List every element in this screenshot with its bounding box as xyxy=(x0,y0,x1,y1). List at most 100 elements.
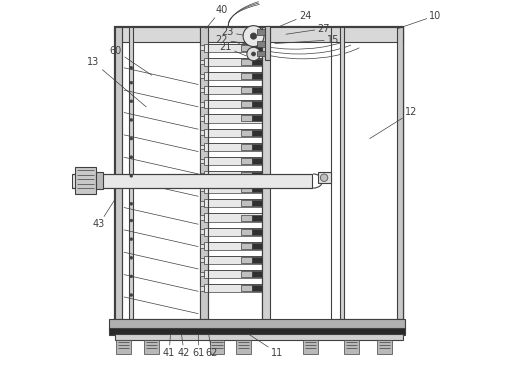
Bar xyxy=(204,185,262,193)
Bar xyxy=(204,256,262,264)
Bar xyxy=(204,129,262,137)
Bar xyxy=(252,87,262,93)
Bar xyxy=(200,144,204,149)
Bar xyxy=(200,27,208,319)
Circle shape xyxy=(247,47,260,61)
Bar xyxy=(204,284,262,292)
Bar xyxy=(200,286,204,291)
Bar xyxy=(241,271,252,277)
Circle shape xyxy=(130,237,133,240)
Bar xyxy=(241,130,252,136)
Bar xyxy=(144,340,159,354)
Bar xyxy=(241,116,252,122)
Bar xyxy=(209,340,224,354)
Bar xyxy=(331,27,404,319)
Bar xyxy=(241,215,252,221)
Text: 62: 62 xyxy=(206,335,218,358)
Bar xyxy=(252,101,262,107)
Bar xyxy=(72,174,312,188)
Bar xyxy=(204,157,262,165)
Circle shape xyxy=(250,33,256,39)
Bar xyxy=(397,27,404,319)
Bar xyxy=(200,159,204,163)
Circle shape xyxy=(130,202,133,205)
Bar xyxy=(241,144,252,150)
Bar xyxy=(109,319,405,329)
Bar xyxy=(252,116,262,122)
Bar xyxy=(241,200,252,206)
Bar xyxy=(204,228,262,236)
Bar xyxy=(200,258,204,262)
Bar xyxy=(241,45,252,50)
Bar xyxy=(200,173,204,177)
Bar xyxy=(241,285,252,291)
Text: 24: 24 xyxy=(280,10,311,26)
Bar xyxy=(241,158,252,164)
Bar xyxy=(252,59,262,65)
Text: 11: 11 xyxy=(249,334,283,358)
Circle shape xyxy=(130,156,133,159)
Bar xyxy=(241,243,252,249)
Circle shape xyxy=(130,100,133,103)
Bar xyxy=(122,27,200,319)
Bar xyxy=(204,214,262,222)
Bar xyxy=(200,272,204,276)
Bar xyxy=(200,74,204,78)
Text: 12: 12 xyxy=(370,107,417,138)
Bar xyxy=(252,73,262,79)
Bar xyxy=(200,131,204,135)
Text: 42: 42 xyxy=(178,335,190,358)
Bar xyxy=(200,116,204,121)
Bar xyxy=(109,328,405,335)
Bar xyxy=(200,88,204,92)
Bar xyxy=(303,340,318,354)
Bar xyxy=(241,59,252,65)
Bar xyxy=(252,45,262,50)
Text: 15: 15 xyxy=(275,35,340,45)
Circle shape xyxy=(320,174,328,181)
Bar xyxy=(252,215,262,221)
Bar xyxy=(252,200,262,206)
Bar xyxy=(200,187,204,191)
Bar xyxy=(241,101,252,107)
Circle shape xyxy=(130,294,133,297)
Bar xyxy=(200,243,204,248)
Bar xyxy=(377,340,392,354)
Bar xyxy=(204,43,262,52)
Bar xyxy=(200,45,204,50)
Bar xyxy=(115,27,404,323)
Bar xyxy=(241,229,252,235)
Bar xyxy=(204,171,262,179)
Text: 10: 10 xyxy=(398,10,442,29)
Bar xyxy=(204,142,262,151)
Bar xyxy=(252,186,262,192)
Bar xyxy=(256,29,265,35)
Text: 43: 43 xyxy=(93,200,115,229)
Bar xyxy=(252,257,262,263)
Bar xyxy=(204,86,262,94)
Bar xyxy=(262,27,270,332)
Circle shape xyxy=(130,256,133,259)
Bar xyxy=(344,340,359,354)
Bar xyxy=(252,229,262,235)
Bar xyxy=(200,59,204,64)
Bar xyxy=(115,27,404,42)
Bar xyxy=(200,102,204,107)
Text: 13: 13 xyxy=(87,57,146,107)
Bar xyxy=(204,270,262,278)
Bar xyxy=(262,27,269,319)
Bar xyxy=(204,114,262,123)
Bar xyxy=(204,242,262,250)
Circle shape xyxy=(130,119,133,122)
Bar xyxy=(204,100,262,108)
Text: 41: 41 xyxy=(163,335,175,358)
Text: 27: 27 xyxy=(286,24,330,34)
Bar xyxy=(241,172,252,178)
Bar xyxy=(115,334,404,340)
Bar xyxy=(200,201,204,206)
Bar xyxy=(252,285,262,291)
Bar xyxy=(200,230,204,234)
Bar xyxy=(204,199,262,208)
Bar xyxy=(241,87,252,93)
Circle shape xyxy=(243,26,264,46)
